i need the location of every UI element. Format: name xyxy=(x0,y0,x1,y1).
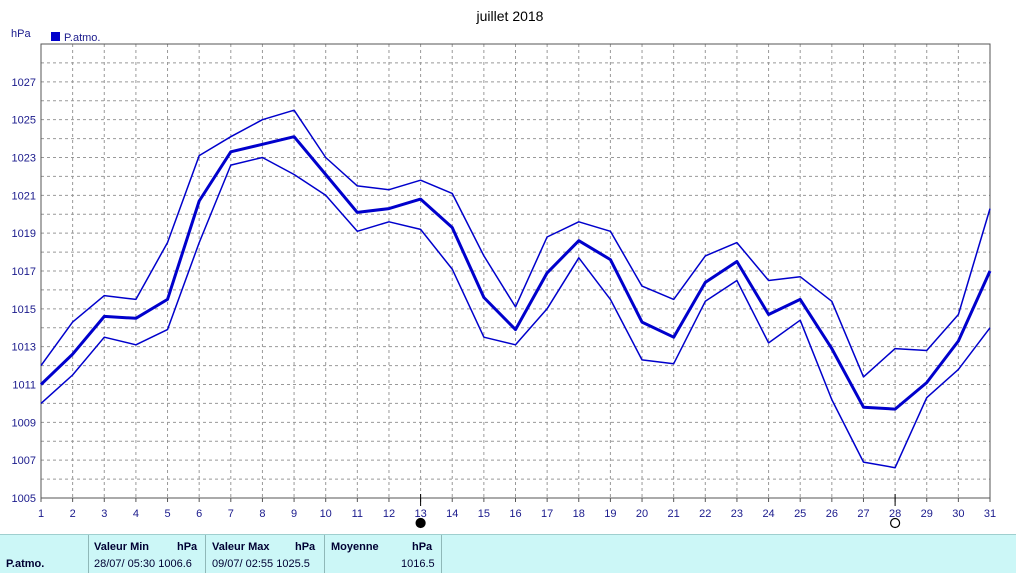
x-tick-label: 18 xyxy=(573,508,585,520)
x-tick-label: 11 xyxy=(352,508,363,520)
stats-divider xyxy=(441,535,442,573)
stats-series-label: P.atmo. xyxy=(6,558,45,570)
y-tick-label: 1025 xyxy=(12,115,36,127)
pressure-chart: juillet 2018 hPa P.atmo. 100510071009101… xyxy=(11,8,996,529)
y-tick-label: 1017 xyxy=(12,266,36,278)
day-markers xyxy=(415,494,901,529)
min-cell: Valeur Min hPa 28/07/ 05:30 1006.6 xyxy=(88,535,205,573)
y-tick-label: 1005 xyxy=(12,493,36,505)
x-tick-label: 4 xyxy=(133,508,139,520)
series-line-mean xyxy=(39,135,992,411)
max-value: 09/07/ 02:55 1025.5 xyxy=(212,558,310,570)
x-tick-label: 2 xyxy=(70,508,76,520)
x-tick-label: 9 xyxy=(291,508,297,520)
series-line-min xyxy=(40,156,991,469)
mean-value: 1016.5 xyxy=(401,558,435,570)
legend-label: P.atmo. xyxy=(64,32,101,44)
x-tick-label: 24 xyxy=(762,508,774,520)
x-tick-label: 16 xyxy=(509,508,521,520)
x-tick-label: 25 xyxy=(794,508,806,520)
x-tick-label: 15 xyxy=(478,508,490,520)
mean-unit: hPa xyxy=(412,541,433,553)
min-value: 28/07/ 05:30 1006.6 xyxy=(94,558,192,570)
x-tick-label: 26 xyxy=(826,508,838,520)
x-tick-label: 21 xyxy=(668,508,680,520)
x-tick-label: 28 xyxy=(889,508,901,520)
min-header: Valeur Min xyxy=(94,541,150,553)
chart-title: juillet 2018 xyxy=(476,8,544,24)
x-tick-label: 23 xyxy=(731,508,743,520)
y-tick-label: 1011 xyxy=(12,380,36,392)
full-moon-icon xyxy=(889,517,901,529)
y-tick-label: 1007 xyxy=(12,455,36,467)
max-unit: hPa xyxy=(295,541,316,553)
x-tick-label: 6 xyxy=(196,508,202,520)
x-tick-label: 7 xyxy=(228,508,234,520)
x-tick-label: 13 xyxy=(414,508,426,520)
x-tick-label: 22 xyxy=(699,508,711,520)
min-unit: hPa xyxy=(177,541,198,553)
max-cell: Valeur Max hPa 09/07/ 02:55 1025.5 xyxy=(205,535,324,573)
x-tick-label: 27 xyxy=(857,508,869,520)
x-tick-label: 3 xyxy=(101,508,107,520)
x-tick-label: 5 xyxy=(164,508,170,520)
y-axis-unit: hPa xyxy=(11,28,31,40)
x-tick-label: 17 xyxy=(541,508,553,520)
y-tick-labels: 1005 1007 1009 1011 1013 1015 1017 1019 1021 1023… xyxy=(12,77,36,505)
mean-cell: Moyenne hPa 1016.5 xyxy=(324,535,441,573)
grid xyxy=(41,44,990,498)
x-tick-label: 29 xyxy=(921,508,933,520)
y-tick-label: 1015 xyxy=(12,304,36,316)
x-tick-label: 14 xyxy=(446,508,458,520)
x-tick-label: 12 xyxy=(383,508,395,520)
y-tick-label: 1009 xyxy=(12,417,36,429)
x-tick-label: 30 xyxy=(952,508,964,520)
x-tick-labels: 1 2 3 4 5 6 7 8 9 10 11 12 13 14 15 16 17 18 19 20 21 22 23 24 2… xyxy=(38,498,996,520)
series-lines xyxy=(39,109,992,469)
y-tick-label: 1023 xyxy=(12,153,36,165)
series-line-max xyxy=(40,109,991,378)
y-tick-label: 1021 xyxy=(12,190,36,202)
x-tick-label: 31 xyxy=(984,508,996,520)
legend-swatch xyxy=(51,32,60,41)
y-tick-label: 1013 xyxy=(12,342,36,354)
x-tick-label: 8 xyxy=(259,508,265,520)
y-tick-label: 1027 xyxy=(12,77,36,89)
mean-header: Moyenne xyxy=(331,541,379,553)
stats-panel: P.atmo. Valeur Min hPa 28/07/ 05:30 1006… xyxy=(0,534,1016,573)
x-tick-label: 19 xyxy=(604,508,616,520)
new-moon-icon xyxy=(415,517,426,529)
x-tick-label: 20 xyxy=(636,508,648,520)
y-tick-label: 1019 xyxy=(12,228,36,240)
x-tick-label: 1 xyxy=(38,508,44,520)
x-tick-label: 10 xyxy=(320,508,332,520)
max-header: Valeur Max xyxy=(212,541,270,553)
